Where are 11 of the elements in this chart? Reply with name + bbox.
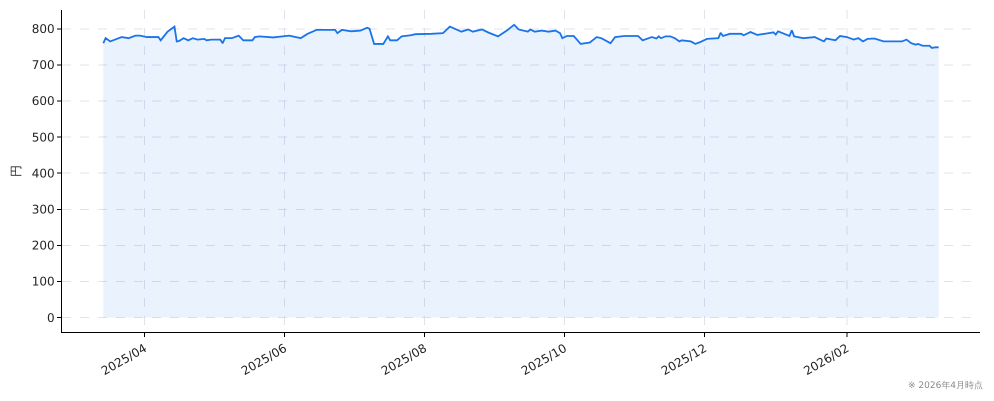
y-tick-label: 300 <box>32 202 55 216</box>
y-tick-label: 200 <box>32 238 55 253</box>
y-tick-label: 700 <box>32 58 55 72</box>
y-axis-title: 円 <box>8 165 23 177</box>
y-tick-label: 100 <box>32 274 55 289</box>
y-tick-label: 0 <box>46 310 55 325</box>
y-tick-label: 500 <box>32 130 55 144</box>
text: ※ 2026年4月時点 <box>908 380 984 391</box>
y-tick-label: 400 <box>32 166 55 180</box>
y-tick-label: 600 <box>32 94 55 108</box>
y-tick-label: 800 <box>32 22 55 36</box>
